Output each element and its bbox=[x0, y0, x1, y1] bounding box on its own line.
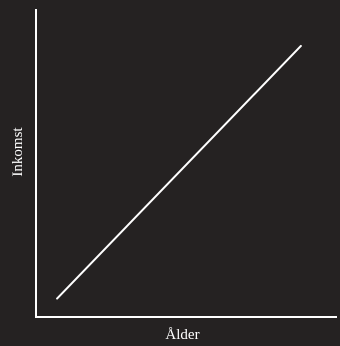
axes bbox=[35, 9, 337, 318]
series-layer bbox=[56, 44, 302, 300]
y-axis-label: Inkomst bbox=[10, 127, 26, 177]
series-line-1 bbox=[56, 44, 302, 300]
x-axis-label: Ålder bbox=[165, 327, 199, 343]
